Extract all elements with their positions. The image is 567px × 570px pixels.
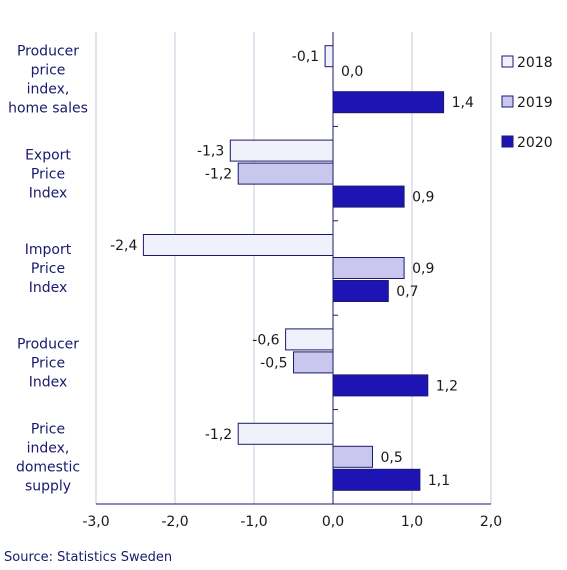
category-label-line: home sales [8, 101, 88, 117]
legend-label-2020: 2020 [517, 135, 553, 151]
category-label-line: index, [27, 82, 70, 98]
bar-2020-4 [332, 468, 421, 491]
category-label-line: Producer [17, 44, 79, 60]
category-label-line: Import [25, 242, 72, 258]
category-label-line: Price [31, 167, 65, 183]
legend: 2018 2019 2020 [501, 55, 553, 151]
x-tick-label: -3,0 [82, 514, 109, 530]
category-label: Producer Price Index [17, 336, 79, 390]
bar-2020-1 [332, 185, 405, 208]
x-tick-label: 1,0 [401, 514, 423, 530]
legend-label-2019: 2019 [517, 95, 553, 111]
category-label-line: Price [31, 355, 65, 371]
category-label-line: Index [29, 280, 68, 296]
category-label-line: Producer [17, 336, 79, 352]
value-label: 0,5 [381, 450, 403, 466]
axes [96, 32, 491, 505]
bar-2020-0 [332, 91, 445, 114]
bar-2019-4 [332, 445, 373, 468]
value-label: -0,5 [260, 355, 287, 371]
legend-label-2018: 2018 [517, 55, 553, 71]
bar-2018-3 [285, 328, 334, 351]
category-label-line: Price [31, 421, 65, 437]
value-label: 0,0 [341, 64, 363, 80]
bar-2020-2 [332, 280, 389, 302]
category-label-line: index, [27, 440, 70, 456]
source-note: Source: Statistics Sweden [4, 550, 173, 565]
category-label-line: supply [25, 478, 71, 494]
category-label-line: Price [31, 261, 65, 277]
category-label-line: Index [29, 186, 68, 202]
category-label-line: Export [25, 148, 71, 164]
legend-swatch-2019 [501, 95, 514, 108]
category-label-line: Index [29, 374, 68, 390]
category-label: Import Price Index [25, 242, 72, 296]
value-label: 1,1 [428, 473, 450, 489]
value-label: 1,4 [452, 95, 474, 111]
bar-2018-1 [229, 139, 334, 162]
bar-2018-0 [324, 45, 334, 68]
category-label-line: domestic [16, 459, 80, 475]
value-label: 0,7 [396, 284, 418, 300]
value-label: 1,2 [436, 378, 458, 394]
bar-2018-2 [142, 234, 334, 256]
legend-swatch-2018 [501, 55, 514, 68]
x-tick-label: 2,0 [480, 514, 502, 530]
value-label: 0,9 [412, 261, 434, 277]
value-label: -0,1 [292, 49, 319, 65]
value-label: -0,6 [252, 332, 279, 348]
category-label: Price index, domestic supply [16, 421, 80, 494]
bar-2019-3 [293, 351, 334, 374]
value-label: -1,2 [205, 167, 232, 183]
bar-2020-3 [332, 374, 429, 397]
value-label: -1,3 [197, 144, 224, 160]
value-label: -1,2 [205, 427, 232, 443]
bars [142, 45, 445, 491]
x-tick-label: -2,0 [161, 514, 188, 530]
category-label-line: price [31, 63, 66, 79]
x-tick-label: 0,0 [322, 514, 344, 530]
category-label: Producer price index, home sales [8, 44, 88, 117]
legend-swatch-2020 [501, 135, 514, 148]
bar-2019-2 [332, 257, 405, 279]
category-label: Export Price Index [25, 148, 71, 202]
x-tick-label: -1,0 [240, 514, 267, 530]
bar-2018-4 [237, 422, 334, 445]
labels: -0,1 0,0 1,4 Producer price index, home sales -… [8, 44, 502, 530]
value-label: 0,9 [412, 190, 434, 206]
value-label: -2,4 [110, 238, 137, 254]
bar-2019-1 [237, 162, 334, 185]
